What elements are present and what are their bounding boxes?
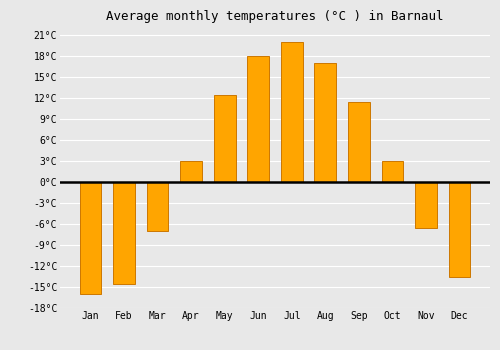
Title: Average monthly temperatures (°C ) in Barnaul: Average monthly temperatures (°C ) in Ba… — [106, 10, 444, 23]
Bar — [113, 182, 135, 284]
Bar — [415, 182, 437, 228]
Bar — [348, 102, 370, 182]
Bar — [314, 63, 336, 182]
Bar — [448, 182, 470, 276]
Bar — [281, 42, 302, 182]
Bar — [180, 161, 202, 182]
Bar — [146, 182, 169, 231]
Bar — [214, 94, 236, 182]
Bar — [248, 56, 269, 182]
Bar — [80, 182, 102, 294]
Bar — [382, 161, 404, 182]
